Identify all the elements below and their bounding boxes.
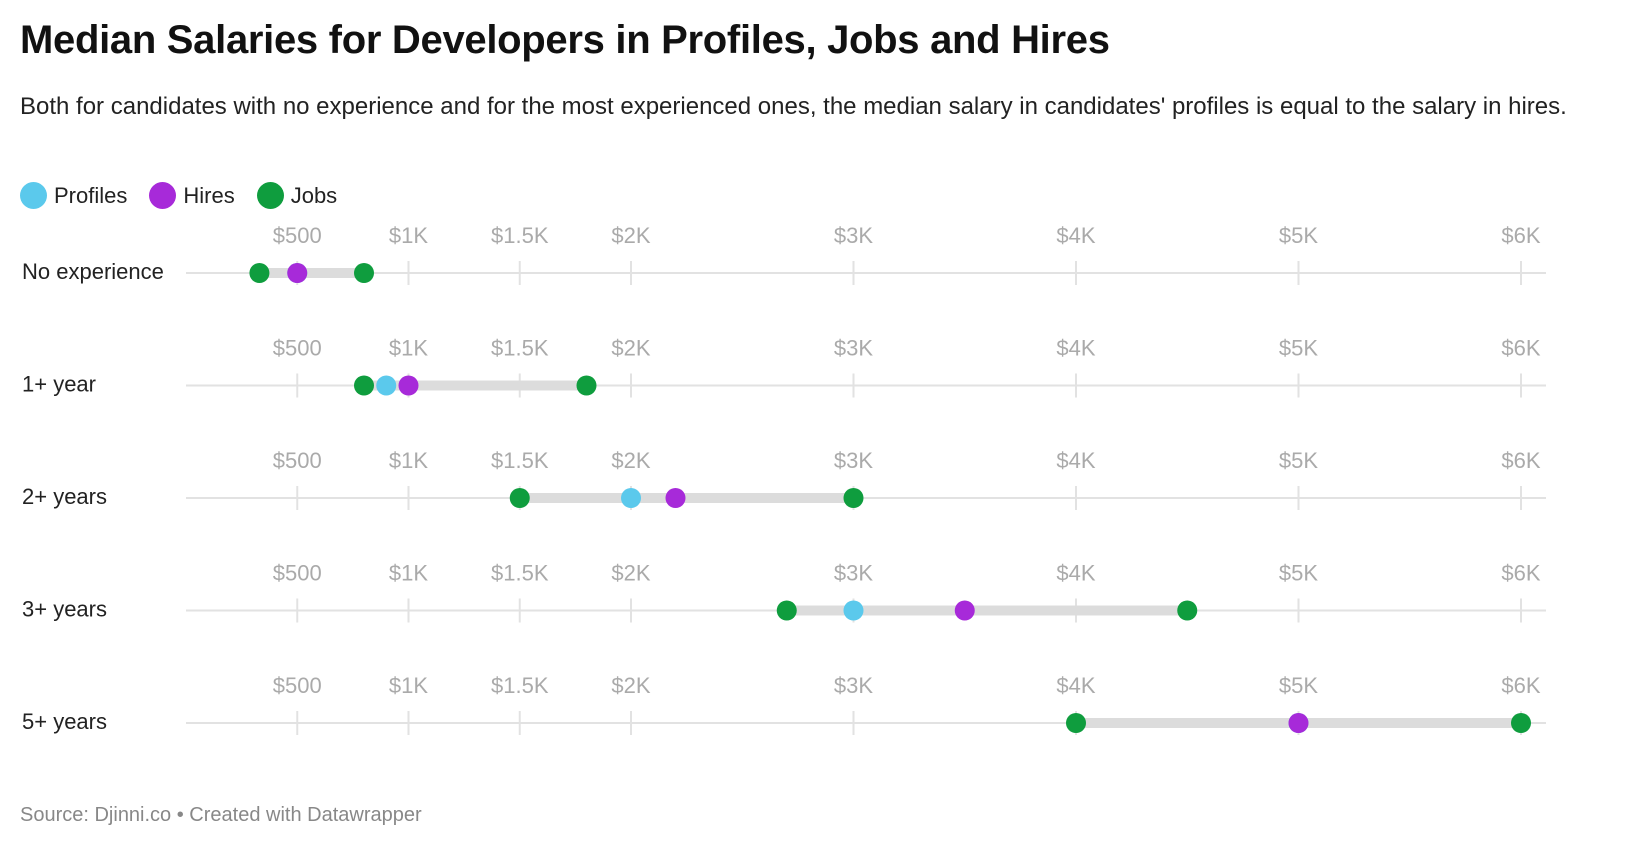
dot-jobs [776,600,797,621]
dot-profiles [376,375,397,396]
x-tick-label: $3K [834,673,873,698]
dot-profiles [621,488,641,508]
dot-jobs [843,488,864,508]
x-tick-label: $1K [389,225,428,248]
dot-jobs [576,375,597,396]
x-tick-label: $2K [611,448,650,473]
x-tick-label: $4K [1056,560,1095,585]
x-tick-label: $500 [273,448,322,473]
row-label: 3+ years [22,596,107,621]
x-tick-label: $1K [389,448,428,473]
dot-hires [398,375,419,396]
x-tick-label: $3K [834,225,873,248]
row-label: 5+ years [22,709,107,734]
x-tick-label: $4K [1056,225,1095,248]
dot-hires [1288,713,1309,733]
x-tick-label: $4K [1056,448,1095,473]
dot-jobs [354,375,374,396]
source-note: Source: Djinni.co • Created with Datawra… [20,804,422,826]
x-tick-label: $500 [273,225,322,248]
legend-label-profiles: Profiles [54,182,128,208]
row-label: No experience [22,259,164,284]
legend-item-hires: Hires [149,182,235,209]
x-tick-label: $6K [1501,225,1540,248]
x-tick-label: $500 [273,560,322,585]
x-tick-label: $4K [1056,673,1095,698]
dot-hires [287,263,308,283]
x-tick-label: $6K [1501,335,1540,360]
legend-swatch-hires [149,182,177,209]
x-tick-label: $2K [611,673,650,698]
x-tick-label: $2K [611,225,650,248]
x-tick-label: $5K [1279,560,1318,585]
x-tick-label: $4K [1056,335,1095,360]
dot-jobs [509,488,530,508]
x-tick-label: $3K [834,448,873,473]
x-tick-label: $5K [1279,448,1318,473]
x-tick-label: $5K [1279,673,1318,698]
chart-title: Median Salaries for Developers in Profil… [20,18,1110,62]
chart-subtitle: Both for candidates with no experience a… [20,93,1567,120]
legend-swatch-profiles [20,182,47,209]
row-label: 2+ years [22,484,107,509]
x-tick-label: $6K [1501,673,1540,698]
x-tick-label: $1.5K [491,225,549,248]
x-tick-label: $1.5K [491,335,549,360]
x-tick-label: $3K [834,335,873,360]
x-tick-label: $2K [611,335,650,360]
x-tick-label: $3K [834,560,873,585]
x-tick-label: $1.5K [491,448,549,473]
x-tick-label: $6K [1501,448,1540,473]
x-tick-label: $1K [389,335,428,360]
x-tick-label: $5K [1279,335,1318,360]
x-tick-label: $5K [1279,225,1318,248]
x-tick-label: $6K [1501,560,1540,585]
dot-hires [665,488,686,508]
legend-label-hires: Hires [183,182,235,208]
x-tick-label: $1.5K [491,673,549,698]
row-label: 1+ year [22,371,96,396]
legend-swatch-jobs [256,182,284,209]
dot-jobs [249,263,270,283]
chart-legend: Profiles Hires Jobs [20,182,359,209]
dot-jobs [1511,713,1531,733]
dot-hires [954,600,975,621]
dot-range-chart: $500 $1K $1.5K $2K $3K $4K $5K $6K No experience… [22,225,1546,735]
x-tick-label: $1.5K [491,560,549,585]
x-tick-label: $1K [389,673,428,698]
x-tick-label: $2K [611,560,650,585]
dot-jobs [1066,713,1086,733]
dot-jobs [1177,600,1198,621]
x-tick-label: $500 [273,335,322,360]
x-tick-label: $1K [389,560,428,585]
dot-jobs [354,263,374,283]
legend-label-jobs: Jobs [290,182,338,208]
x-tick-label: $500 [273,673,322,698]
legend-item-jobs: Jobs [256,182,338,209]
legend-item-profiles: Profiles [20,182,127,209]
dot-profiles [843,600,864,621]
